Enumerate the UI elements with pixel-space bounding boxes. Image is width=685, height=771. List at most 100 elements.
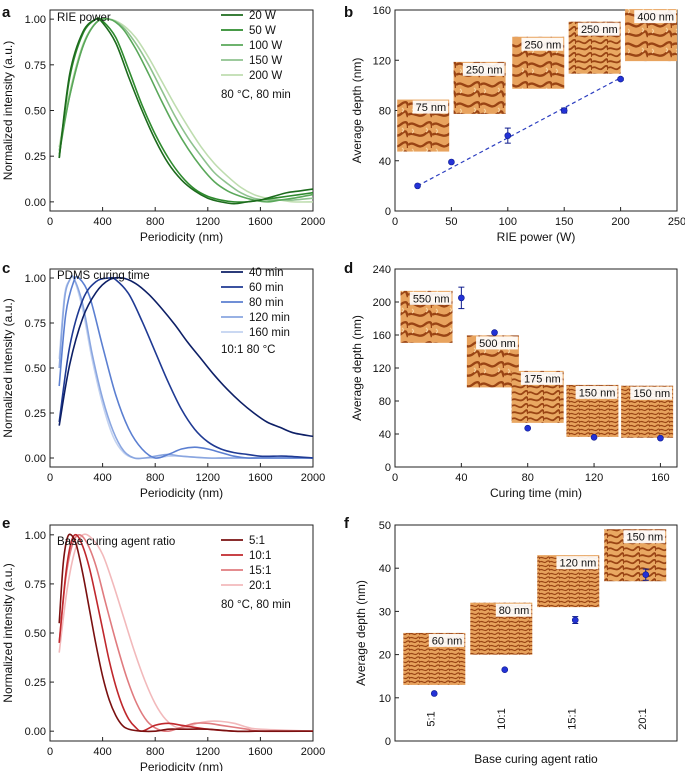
afm-inset-3: 150 nm (604, 529, 667, 582)
series-line-80-min (58, 275, 313, 459)
x-tick-label: 160 (651, 472, 669, 484)
series-lines (58, 274, 313, 460)
afm-scale-label: 150 nm (579, 387, 616, 399)
x-tick-label: 120 (585, 472, 603, 484)
afm-label-bg (577, 22, 620, 36)
data-point (448, 158, 455, 166)
panel-b-scatter-chart: 0 40 80 120 160 0 50 100 150 200 250 RIE power (W) A… (350, 5, 685, 244)
series-line-100-w (58, 17, 313, 203)
y-tick-label: 1.00 (25, 273, 46, 285)
afm-scale-label: 120 nm (560, 558, 597, 570)
series-line-60-min (58, 276, 313, 459)
panel-f-scatter-chart: 0 10 20 30 40 50 Base curing agent ratio Averag… (354, 520, 678, 766)
y-tick-label: 1.00 (25, 14, 46, 26)
legend-title: PDMS curing time (57, 270, 150, 282)
legend-entry-label: 50 W (249, 25, 276, 37)
x-tick-label: 400 (93, 746, 111, 758)
y-tick-label: 200 (373, 297, 391, 309)
data-point (458, 294, 465, 302)
category-label: 5:1 (425, 711, 437, 726)
y-tick-label: 80 (379, 106, 391, 118)
x-tick-label: 0 (392, 216, 398, 228)
afm-label-bg (409, 291, 452, 305)
y-tick-label: 160 (373, 5, 391, 17)
legend-entry-label: 60 min (249, 282, 284, 294)
y-tick-label: 0.00 (25, 453, 46, 465)
afm-label-bg (476, 336, 518, 350)
legend-title: RIE power (57, 12, 111, 24)
y-tick-label: 120 (373, 55, 391, 67)
afm-scale-label: 80 nm (499, 605, 530, 617)
x-tick-label: 1600 (248, 472, 272, 484)
series-line-5-1 (58, 533, 313, 733)
x-tick-label: 80 (522, 472, 534, 484)
panel-c-line-chart: 0.00 0.25 0.50 0.75 1.00 0 400 800 1200 1600 2000 P… (1, 267, 325, 500)
y-tick-label: 0 (385, 206, 391, 218)
category-label: 20:1 (637, 708, 649, 729)
series-lines (58, 533, 313, 733)
afm-label-bg (630, 386, 673, 400)
afm-label-bg (556, 556, 599, 570)
data-point (642, 571, 650, 578)
x-tick-label: 0 (47, 746, 53, 758)
afm-label-bg (634, 10, 677, 24)
y-tick-label: 20 (379, 650, 391, 662)
data-point (491, 329, 498, 336)
x-tick-label: 2000 (301, 746, 325, 758)
series-lines (58, 17, 313, 205)
y-tick-label: 0.50 (25, 363, 46, 375)
x-axis-label: RIE power (W) (497, 230, 576, 244)
afm-inset-0: 550 nm (400, 290, 453, 343)
afm-scale-label: 150 nm (627, 532, 664, 544)
x-tick-label: 0 (47, 472, 53, 484)
afm-label-bg (462, 62, 505, 76)
x-axis-label: Periodicity (nm) (140, 230, 223, 244)
data-point (524, 424, 532, 432)
y-tick-label: 0.75 (25, 579, 46, 591)
data-point (504, 132, 512, 139)
afm-inset-0: 60 nm (403, 632, 466, 685)
y-tick-label: 0 (385, 462, 391, 474)
y-tick-label: 0.00 (25, 726, 46, 738)
x-tick-label: 150 (555, 216, 573, 228)
afm-scale-label: 75 nm (416, 102, 447, 114)
panel-letter-a: a (2, 4, 11, 21)
x-tick-label: 40 (455, 472, 467, 484)
y-tick-label: 160 (373, 330, 391, 342)
condition-note: 80 °C, 80 min (221, 89, 291, 101)
plot-frame (394, 524, 678, 742)
legend-entry-label: 15:1 (249, 565, 271, 577)
data-point (430, 690, 438, 697)
category-label: 10:1 (496, 708, 508, 729)
x-tick-label: 1200 (196, 746, 220, 758)
data-point (414, 182, 421, 190)
afm-inset-2: 120 nm (537, 555, 600, 608)
y-tick-label: 0.75 (25, 318, 46, 330)
legend-entry-label: 20 W (249, 10, 276, 22)
series-line-15-1 (58, 534, 313, 733)
x-tick-label: 50 (445, 216, 457, 228)
x-tick-label: 2000 (301, 216, 325, 228)
y-axis-label: Average depth (nm) (350, 315, 364, 421)
x-tick-label: 1200 (196, 216, 220, 228)
x-tick-label: 250 (668, 216, 685, 228)
legend-entry-label: 160 min (249, 327, 290, 339)
afm-scale-label: 150 nm (633, 388, 670, 400)
afm-scale-label: 250 nm (581, 24, 618, 36)
x-tick-label: 0 (47, 216, 53, 228)
y-axis-label: Normalized intensity (a.u.) (1, 563, 15, 702)
data-point (560, 107, 568, 114)
afm-label-bg (623, 530, 666, 544)
afm-label-bg (412, 100, 449, 114)
x-tick-label: 1600 (248, 746, 272, 758)
x-axis-label: Base curing agent ratio (474, 752, 598, 766)
afm-inset-4: 400 nm (625, 9, 678, 62)
afm-inset-2: 250 nm (512, 36, 565, 89)
afm-inset-1: 250 nm (453, 61, 506, 114)
y-tick-label: 240 (373, 264, 391, 276)
y-tick-label: 1.00 (25, 530, 46, 542)
x-tick-label: 400 (93, 472, 111, 484)
panel-a-line-chart: 0.00 0.25 0.50 0.75 1.00 0 400 800 1200 1600 2000 P… (1, 9, 325, 244)
legend-entry-label: 200 W (249, 70, 282, 82)
legend-entry-label: 120 min (249, 312, 290, 324)
